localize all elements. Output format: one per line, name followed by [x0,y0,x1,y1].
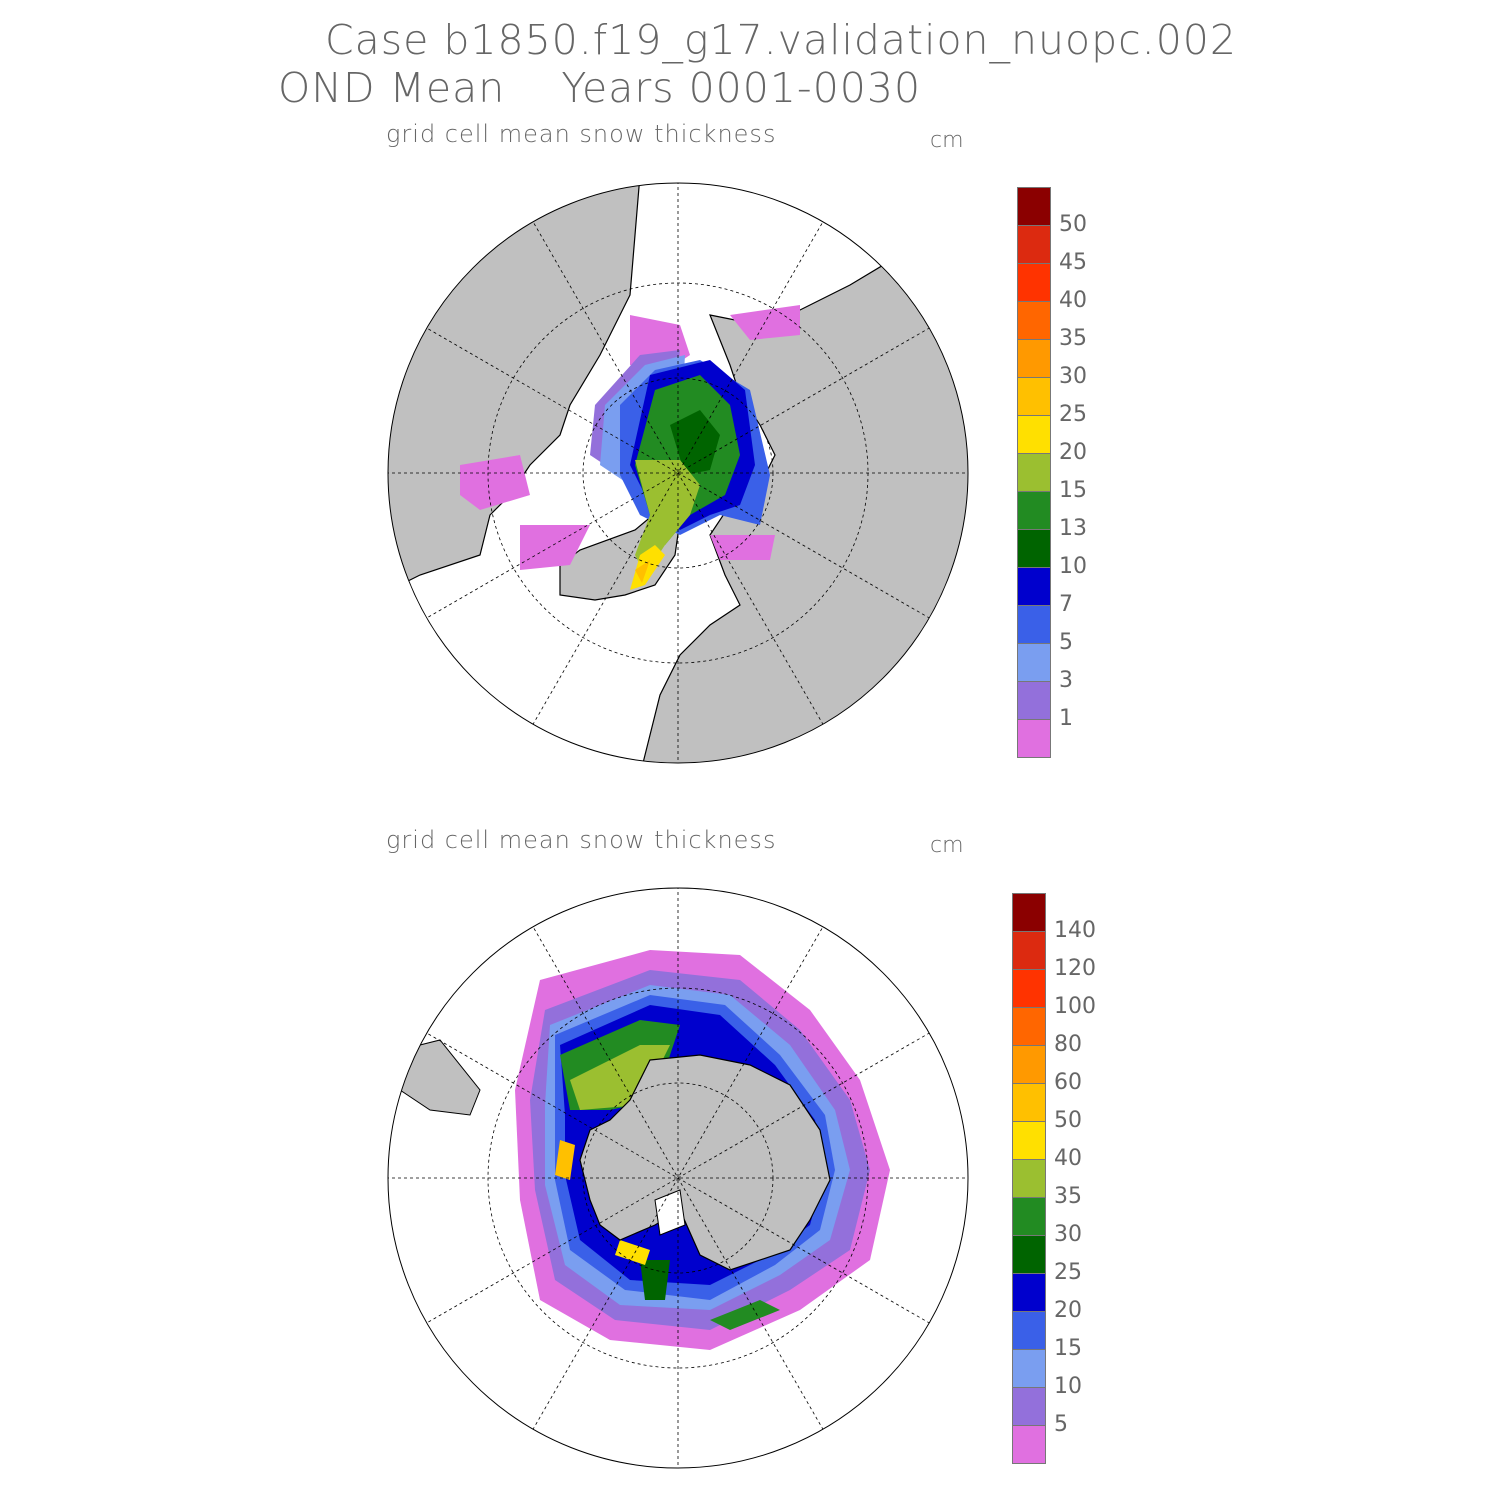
colorbar-swatch [1012,1387,1046,1426]
colorbar-label: 5 [1054,1412,1068,1437]
colorbar-swatch [1017,187,1051,226]
colorbar-swatch [1012,1311,1046,1350]
colorbar-label: 1 [1059,706,1073,731]
colorbar-swatch [1012,1349,1046,1388]
colorbar-swatch [1017,377,1051,416]
colorbar-label: 10 [1059,554,1087,579]
south-polar-map [387,887,969,1469]
colorbar-label: 15 [1059,478,1087,503]
colorbar-swatch [1012,1045,1046,1084]
figure-title: Case b1850.f19_g17.validation_nuopc.002 [325,16,1237,64]
colorbar-swatch [1012,1235,1046,1274]
colorbar-swatch [1017,415,1051,454]
colorbar-swatch [1017,567,1051,606]
colorbar-label: 25 [1059,402,1087,427]
colorbar-label: 140 [1054,918,1096,943]
colorbar-label: 35 [1054,1184,1082,1209]
colorbar-label: 45 [1059,250,1087,275]
colorbar-swatch [1012,1007,1046,1046]
colorbar-label: 50 [1059,212,1087,237]
colorbar-swatch [1017,301,1051,340]
colorbar-label: 5 [1059,630,1073,655]
colorbar-swatch [1012,931,1046,970]
colorbar-label: 13 [1059,516,1087,541]
north-panel-unit: cm [930,128,964,153]
colorbar-label: 3 [1059,668,1073,693]
north-polar-map [387,182,969,764]
colorbar-swatch [1012,1159,1046,1198]
colorbar-swatch [1012,1083,1046,1122]
colorbar-swatch [1017,263,1051,302]
colorbar-label: 20 [1054,1298,1082,1323]
colorbar-label: 100 [1054,994,1096,1019]
colorbar-label: 35 [1059,326,1087,351]
colorbar-label: 30 [1054,1222,1082,1247]
colorbar-label: 25 [1054,1260,1082,1285]
colorbar-label: 120 [1054,956,1096,981]
colorbar-swatch [1017,453,1051,492]
south-panel-title: grid cell mean snow thickness [386,826,777,854]
colorbar-swatch [1017,643,1051,682]
colorbar-swatch [1017,529,1051,568]
colorbar-label: 80 [1054,1032,1082,1057]
colorbar-label: 60 [1054,1070,1082,1095]
figure-subtitle: OND Mean Years 0001-0030 [278,64,922,112]
colorbar-swatch [1017,339,1051,378]
south-panel-unit: cm [930,833,964,858]
colorbar-label: 40 [1059,288,1087,313]
colorbar-swatch [1012,893,1046,932]
colorbar-label: 15 [1054,1336,1082,1361]
colorbar-label: 7 [1059,592,1073,617]
colorbar-label: 40 [1054,1146,1082,1171]
colorbar-label: 50 [1054,1108,1082,1133]
colorbar-label: 20 [1059,440,1087,465]
colorbar-swatch [1017,719,1051,758]
colorbar-swatch [1017,491,1051,530]
colorbar-label: 30 [1059,364,1087,389]
north-panel-title: grid cell mean snow thickness [386,120,777,148]
colorbar-swatch [1012,1273,1046,1312]
colorbar-swatch [1012,1121,1046,1160]
colorbar-swatch [1017,225,1051,264]
colorbar-swatch [1017,605,1051,644]
colorbar-swatch [1012,1197,1046,1236]
colorbar-swatch [1012,969,1046,1008]
colorbar-swatch [1012,1425,1046,1464]
colorbar-label: 10 [1054,1374,1082,1399]
colorbar-swatch [1017,681,1051,720]
